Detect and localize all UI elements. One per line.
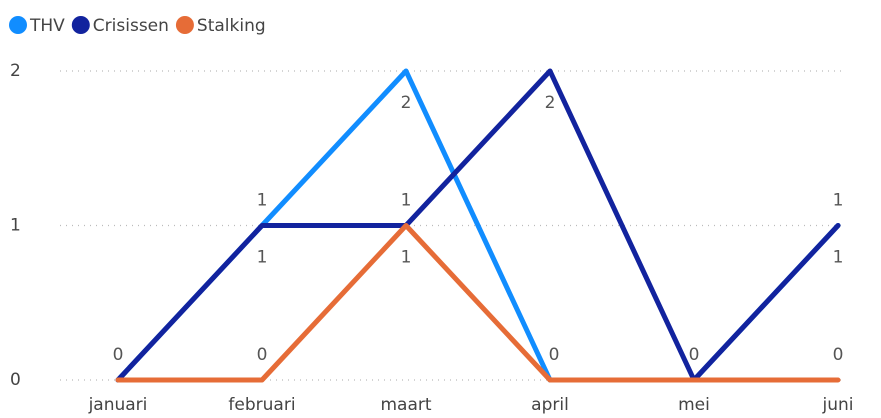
x-tick-label: maart	[380, 395, 431, 415]
data-label: 0	[113, 345, 124, 365]
x-tick-label: april	[531, 395, 569, 415]
data-label: 2	[545, 93, 556, 113]
x-tick-label: mei	[678, 395, 710, 415]
y-tick-label: 1	[10, 216, 21, 236]
line-series	[115, 68, 841, 383]
x-tick-label: juni	[822, 395, 854, 415]
x-tick-label: februari	[228, 395, 295, 415]
legend-marker	[175, 16, 194, 34]
data-label: 0	[689, 345, 700, 365]
data-label: 1	[257, 191, 268, 211]
data-label: 0	[257, 345, 268, 365]
legend-label: Crisissen	[93, 16, 169, 36]
data-label: 1	[401, 191, 412, 211]
data-label: 0	[833, 345, 844, 365]
data-label: 1	[257, 248, 268, 268]
legend-marker	[71, 16, 90, 34]
data-label: 2	[401, 93, 412, 113]
line-series	[115, 68, 841, 383]
x-tick-label: januari	[88, 395, 148, 415]
line-series	[115, 223, 841, 383]
legend-label: Stalking	[197, 16, 266, 36]
data-label: 1	[833, 191, 844, 211]
data-label: 1	[401, 248, 412, 268]
y-tick-label: 0	[10, 370, 21, 390]
data-label: 0	[549, 345, 560, 365]
legend-marker	[9, 16, 27, 34]
data-label: 1	[833, 248, 844, 268]
legend-label: THV	[29, 16, 65, 36]
y-tick-label: 2	[10, 61, 21, 81]
